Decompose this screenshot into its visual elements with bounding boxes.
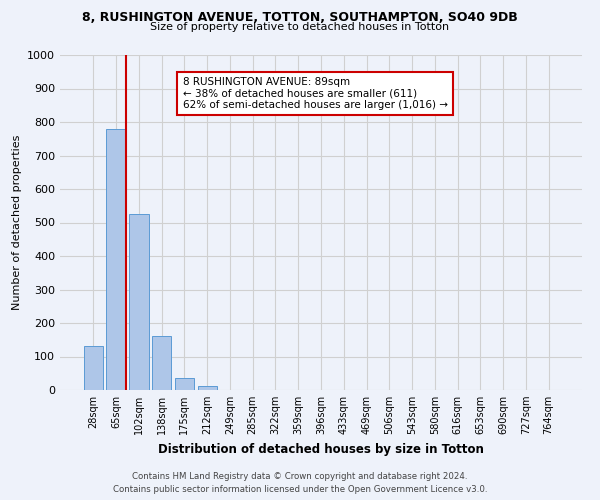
Y-axis label: Number of detached properties: Number of detached properties — [11, 135, 22, 310]
Text: 8, RUSHINGTON AVENUE, TOTTON, SOUTHAMPTON, SO40 9DB: 8, RUSHINGTON AVENUE, TOTTON, SOUTHAMPTO… — [82, 11, 518, 24]
Text: 8 RUSHINGTON AVENUE: 89sqm
← 38% of detached houses are smaller (611)
62% of sem: 8 RUSHINGTON AVENUE: 89sqm ← 38% of deta… — [182, 77, 448, 110]
Bar — [152, 336, 172, 390]
Bar — [175, 378, 194, 390]
X-axis label: Distribution of detached houses by size in Totton: Distribution of detached houses by size … — [158, 442, 484, 456]
Bar — [106, 128, 126, 390]
Text: Contains HM Land Registry data © Crown copyright and database right 2024.
Contai: Contains HM Land Registry data © Crown c… — [113, 472, 487, 494]
Bar — [129, 214, 149, 390]
Bar — [84, 346, 103, 390]
Text: Size of property relative to detached houses in Totton: Size of property relative to detached ho… — [151, 22, 449, 32]
Bar — [197, 386, 217, 390]
